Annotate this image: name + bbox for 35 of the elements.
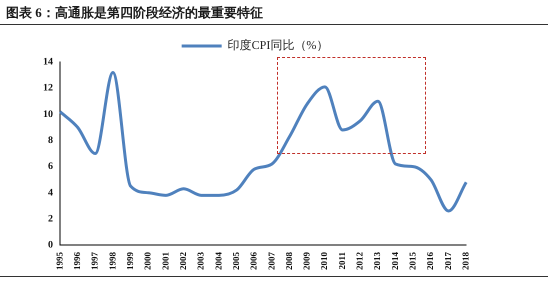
- x-tick-label: 2005: [230, 252, 241, 270]
- line-series: [58, 70, 468, 213]
- y-tick-label: 4: [48, 187, 53, 198]
- x-tick-label: 2012: [354, 252, 365, 270]
- x-tick-label: 2000: [142, 252, 153, 270]
- x-tick-label: 2014: [390, 252, 400, 270]
- y-tick-label: 14: [43, 56, 53, 68]
- y-tick-label: 2: [48, 213, 53, 224]
- x-tick-label: 2001: [160, 252, 170, 270]
- x-tick-label: 2002: [178, 252, 188, 270]
- x-tick-label: 2011: [336, 252, 347, 270]
- x-tick-label: 2016: [425, 252, 436, 270]
- x-tick-label: 2003: [196, 252, 206, 270]
- x-tick-label: 2007: [266, 252, 276, 270]
- x-tick-label: 2010: [319, 252, 330, 270]
- legend-label: 印度CPI同比（%）: [228, 38, 328, 52]
- x-tick-label: 2018: [460, 252, 471, 270]
- x-tick-label: 2015: [408, 252, 418, 270]
- x-tick-label: 2009: [302, 252, 312, 270]
- y-tick-label: 0: [48, 240, 53, 251]
- y-tick-label: 6: [48, 161, 53, 172]
- x-tick-label: 2008: [284, 252, 294, 270]
- x-tick-label: 1995: [54, 252, 64, 270]
- x-tick-label: 1997: [90, 252, 100, 270]
- x-tick-label: 1998: [107, 252, 118, 270]
- x-tick-label: 2017: [442, 252, 453, 270]
- y-tick-label: 8: [48, 135, 53, 146]
- y-tick-label: 12: [43, 82, 53, 94]
- chart-title: 图表 6：高通胀是第四阶段经济的最重要特征: [6, 4, 263, 22]
- x-tick-label: 1999: [124, 252, 135, 270]
- x-tick-label: 2004: [213, 252, 224, 270]
- x-tick-label: 2013: [372, 252, 382, 270]
- x-tick-label: 1996: [72, 252, 82, 270]
- y-tick-label: 10: [43, 108, 53, 120]
- x-tick-label: 2006: [248, 252, 259, 270]
